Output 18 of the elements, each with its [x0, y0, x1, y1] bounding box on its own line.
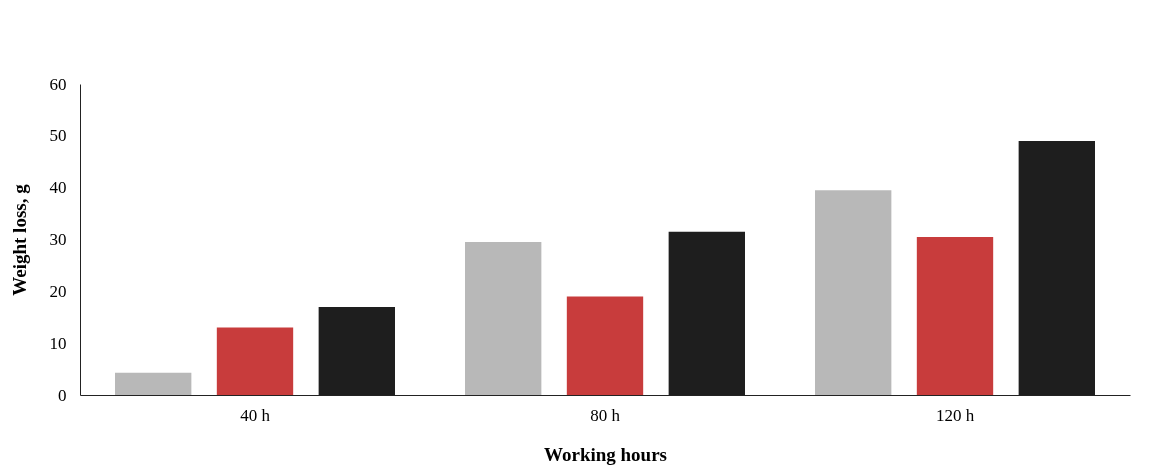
bar	[216, 327, 294, 395]
bar	[465, 242, 542, 395]
y-tick-label: 40	[49, 178, 67, 198]
x-axis-title: Working hours	[543, 443, 668, 465]
bar	[115, 372, 192, 395]
y-tick-label: 30	[49, 230, 67, 249]
x-tick-label: 120 h	[935, 405, 975, 425]
x-tick-label: 80 h	[590, 405, 621, 425]
x-tick-label: 40 h	[240, 405, 271, 425]
bar	[566, 296, 644, 395]
bar	[916, 236, 994, 395]
y-tick-label: 20	[49, 281, 67, 301]
y-tick-label: 60	[49, 74, 67, 94]
bar	[815, 190, 892, 395]
y-axis-title: Weight loss, g	[8, 183, 30, 296]
y-tick-label: 0	[58, 385, 67, 405]
y-tick-label: 50	[49, 126, 67, 146]
y-tick-label: 10	[49, 333, 67, 353]
